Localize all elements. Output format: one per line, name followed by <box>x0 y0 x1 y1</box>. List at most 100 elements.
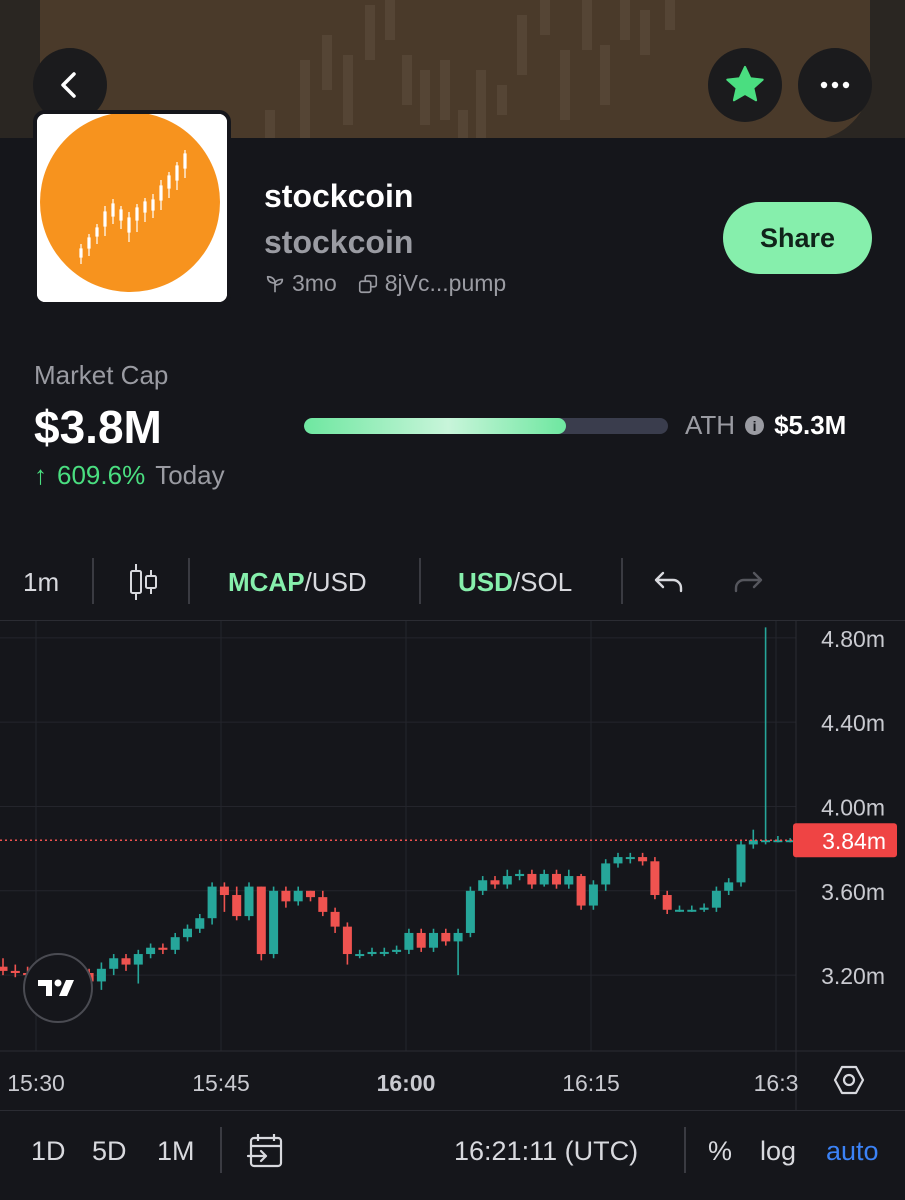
token-age: 3mo <box>292 270 337 296</box>
chart-settings-icon[interactable] <box>832 1063 866 1097</box>
tradingview-logo[interactable] <box>23 953 93 1023</box>
candle-body <box>564 876 574 885</box>
undo-button[interactable] <box>653 548 685 616</box>
candlestick-icon <box>130 564 157 600</box>
ath-progress-bar <box>304 418 668 434</box>
candle-body <box>625 857 635 860</box>
candle-body <box>232 895 242 917</box>
candle-body <box>576 876 586 906</box>
ath-progress-fill <box>304 418 567 434</box>
token-logo <box>33 110 231 306</box>
candle-body <box>441 932 451 942</box>
sprout-icon <box>266 275 284 292</box>
x-axis-tick-label: 16:00 <box>377 1070 436 1096</box>
current-price-label: 3.84m <box>822 828 886 854</box>
candle-body <box>736 844 746 883</box>
info-icon[interactable]: i <box>745 416 765 435</box>
change-percent: 609.6% <box>57 460 146 490</box>
candle-body <box>699 907 709 910</box>
candle-body <box>416 932 426 948</box>
candle-body <box>207 886 217 919</box>
candle-body <box>465 890 475 933</box>
go-to-date-button[interactable] <box>246 1131 286 1171</box>
auto-scale-button[interactable]: auto <box>826 1135 879 1166</box>
candle-body <box>601 863 611 885</box>
price-chart[interactable]: 4.80m 4.40m 4.00m 3.60m 3.20m 15:30 15:45 16:00… <box>0 620 905 1111</box>
bottom-divider <box>684 1127 686 1173</box>
mcap-primary: MCAP <box>228 566 305 597</box>
token-meta-row: 3mo 8jVc...pump <box>264 270 506 297</box>
copy-address-button[interactable]: 8jVc...pump <box>357 270 506 297</box>
candle-body <box>613 857 623 864</box>
candle-body <box>711 890 721 908</box>
candle-body <box>478 880 488 891</box>
star-icon <box>726 65 764 102</box>
candle-body <box>367 951 377 955</box>
toolbar-divider <box>92 558 94 604</box>
log-scale-button[interactable]: log <box>760 1135 797 1166</box>
candle-body <box>785 840 795 843</box>
y-axis-tick-label: 3.60m <box>821 879 885 905</box>
candle-body <box>404 932 414 950</box>
range-1m-button[interactable]: 1M <box>157 1135 195 1166</box>
back-button[interactable] <box>33 48 107 122</box>
x-axis-tick-label: 16:15 <box>562 1070 620 1096</box>
clock-time[interactable]: 16:21:11 (UTC) <box>454 1135 639 1166</box>
candle-body <box>379 951 389 954</box>
candle-body <box>392 949 402 952</box>
ath-label: ATH <box>685 410 736 440</box>
candle-body <box>256 886 266 955</box>
candle-body <box>342 926 352 955</box>
usd-secondary: /SOL <box>512 566 573 597</box>
market-cap-value: $3.8M <box>34 401 162 453</box>
range-1d-button[interactable]: 1D <box>31 1135 66 1166</box>
candle-body <box>650 861 660 896</box>
candlestick-chart[interactable]: 4.80m 4.40m 4.00m 3.60m 3.20m 15:30 15:45 16:00… <box>0 621 905 1111</box>
redo-button[interactable] <box>732 548 764 616</box>
candle-body <box>724 882 734 891</box>
x-axis-tick-label: 15:30 <box>7 1070 65 1096</box>
calendar-goto-icon <box>246 1134 283 1168</box>
undo-icon <box>654 571 683 593</box>
candle-body <box>244 886 254 917</box>
token-symbol: stockcoin <box>264 224 414 260</box>
y-axis-tick-label: 4.80m <box>821 626 885 652</box>
token-address: 8jVc...pump <box>384 270 507 296</box>
candle-body <box>183 928 192 938</box>
candle-body <box>539 873 549 885</box>
copy-icon <box>358 274 377 293</box>
y-axis-tick-label: 4.40m <box>821 710 885 736</box>
token-name: stockcoin <box>264 178 414 214</box>
candle-body <box>748 840 758 845</box>
candle-body <box>527 873 537 885</box>
chart-type-button[interactable] <box>127 548 159 616</box>
chart-bottom-bar: 1D 5D 1M 16:21:11 (UTC) % log auto <box>0 1110 905 1200</box>
interval-selector[interactable]: 1m <box>23 566 60 597</box>
range-5d-button[interactable]: 5D <box>92 1135 127 1166</box>
candle-body <box>761 840 771 843</box>
candle-body <box>675 909 684 912</box>
usd-sol-toggle[interactable]: USD/SOL <box>458 548 572 616</box>
ath-value: $5.3M <box>774 410 847 440</box>
candle-body <box>293 890 303 902</box>
toolbar-divider <box>621 558 623 604</box>
x-axis-tick-label: 16:3 <box>754 1070 799 1096</box>
toolbar-divider <box>188 558 190 604</box>
candle-body <box>158 947 168 950</box>
candle-body <box>219 886 229 896</box>
mcap-usd-toggle[interactable]: MCAP/USD <box>228 548 367 616</box>
favorite-button[interactable] <box>708 48 782 122</box>
candle-body <box>121 958 131 965</box>
percent-scale-button[interactable]: % <box>708 1135 733 1166</box>
bottom-divider <box>220 1127 222 1173</box>
candle-body <box>588 884 598 906</box>
banner-candles-decoration <box>265 0 675 138</box>
y-axis-tick-label: 3.20m <box>821 963 885 989</box>
redo-icon <box>734 571 763 593</box>
tradingview-icon <box>38 979 74 996</box>
more-options-button[interactable] <box>798 48 872 122</box>
ath-info: ATH i $5.3M <box>685 410 846 441</box>
candle-body <box>195 918 205 929</box>
candle-body <box>306 890 315 898</box>
share-button[interactable]: Share <box>723 202 872 274</box>
